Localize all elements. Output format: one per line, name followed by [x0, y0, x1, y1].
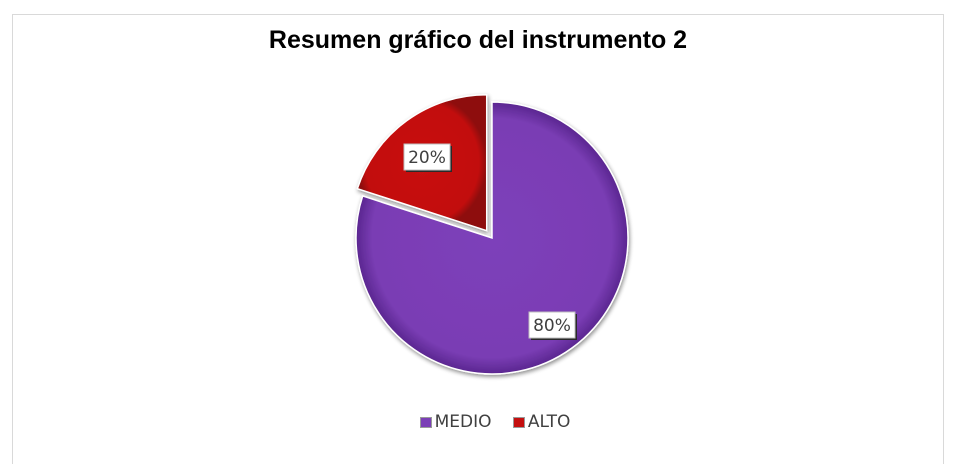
data-label-box: [528, 311, 576, 339]
pie-slice-medio: [355, 101, 629, 375]
chart-title: Resumen gráfico del instrumento 2: [268, 26, 688, 54]
legend-label-alto: ALTO: [527, 412, 571, 432]
legend-label-medio: MEDIO: [434, 412, 492, 432]
legend-swatch-medio: [419, 416, 432, 428]
data-label-alto: 20%: [403, 143, 452, 172]
legend-swatch-alto: [512, 416, 525, 428]
chart-legend: MEDIO ALTO: [0, 412, 959, 433]
pie-chart: 80% 20%: [355, 93, 629, 375]
data-label-text: 80%: [533, 316, 571, 336]
data-label-text: 20%: [408, 148, 446, 168]
data-label-box: [403, 143, 451, 171]
data-label-medio: 80%: [528, 311, 577, 340]
legend-item-medio: MEDIO: [419, 412, 492, 432]
legend-item-alto: ALTO: [512, 412, 571, 432]
